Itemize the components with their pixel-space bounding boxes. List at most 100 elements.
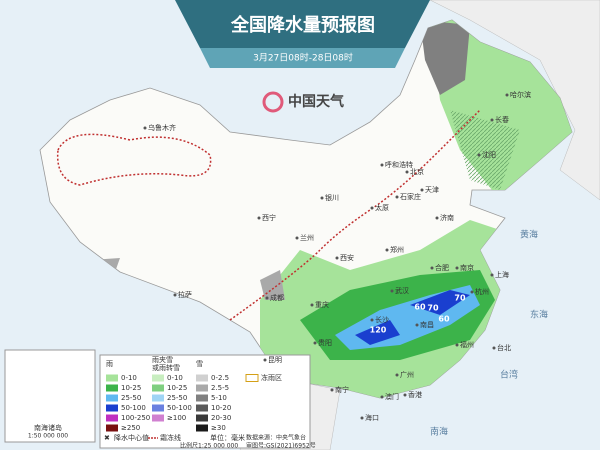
- city-label: 沈阳: [482, 150, 496, 159]
- subtitle-banner: [200, 48, 405, 68]
- city-dot: [435, 216, 439, 220]
- legend-title: 雨夹雪: [152, 355, 173, 364]
- city-label: 北京: [410, 167, 424, 176]
- sea-label: 东海: [530, 309, 548, 321]
- legend-swatch: [152, 384, 164, 392]
- city-dot: [390, 289, 394, 293]
- logo-text: 中国天气: [288, 93, 344, 110]
- city-label: 乌鲁木齐: [148, 123, 176, 132]
- city-dot: [505, 93, 509, 97]
- legend-label: ≥250: [121, 424, 140, 432]
- legend-title: 或雨转雪: [152, 363, 180, 372]
- city-label: 西安: [340, 253, 354, 262]
- subtitle: 3月27日08时-28日08时: [253, 52, 353, 64]
- footer-item: 霜冻线: [160, 433, 181, 442]
- city-label: 银川: [325, 193, 339, 202]
- city-label: 重庆: [315, 300, 329, 309]
- inset-scale: 1:50 000 000: [28, 433, 68, 440]
- legend-label: ≥30: [211, 424, 226, 432]
- legend-title: 雨: [106, 360, 113, 368]
- city-dot: [330, 388, 334, 392]
- center-icon: ✖: [104, 434, 110, 442]
- city-dot: [313, 341, 317, 345]
- city-dot: [385, 248, 389, 252]
- city-label: 武汉: [395, 286, 409, 295]
- city-label: 西宁: [262, 213, 276, 222]
- rain-center: 60: [414, 303, 426, 312]
- city-dot: [320, 196, 324, 200]
- legend-label: 10-25: [121, 384, 141, 392]
- footer-source: 数据来源：中央气象台: [246, 434, 306, 442]
- inset-title: 南海诸岛: [34, 423, 62, 432]
- city-label: 太原: [375, 203, 389, 212]
- legend-swatch: [106, 394, 118, 402]
- city-dot: [380, 395, 384, 399]
- legend-title: 雪: [196, 360, 203, 368]
- legend-label: 25-50: [121, 394, 141, 402]
- legend-swatch: [152, 374, 164, 382]
- city-dot: [477, 153, 481, 157]
- city-label: 南昌: [420, 320, 434, 329]
- legend-swatch: [152, 414, 164, 422]
- city-label: 长春: [495, 115, 509, 124]
- legend-swatch: [196, 394, 208, 402]
- legend-swatch: [152, 394, 164, 402]
- legend-swatch: [106, 424, 118, 432]
- legend-swatch: [196, 384, 208, 392]
- zone-swatch: [245, 374, 259, 382]
- city-dot: [395, 373, 399, 377]
- city-label: 海口: [365, 413, 379, 422]
- footer-item: 降水中心值: [114, 433, 149, 442]
- frost-line: [56, 133, 212, 186]
- city-dot: [455, 343, 459, 347]
- city-label: 郑州: [390, 246, 404, 254]
- legend-swatch: [106, 384, 118, 392]
- city-dot: [470, 290, 474, 294]
- footer-review: 审图号:GS(2021)6952号: [246, 442, 316, 450]
- footer-scale: 比例尺1:25 000 000: [180, 442, 238, 450]
- inset-frame: [4, 349, 96, 443]
- legend-swatch: [106, 414, 118, 422]
- city-dot: [403, 393, 407, 397]
- city-label: 上海: [495, 270, 509, 279]
- city-dot: [335, 256, 339, 260]
- rain-center: 60: [438, 315, 450, 324]
- city-dot: [295, 236, 299, 240]
- city-dot: [263, 358, 267, 362]
- city-dot: [370, 206, 374, 210]
- city-dot: [143, 126, 147, 130]
- city-dot: [310, 303, 314, 307]
- city-label: 长沙: [375, 315, 389, 324]
- city-label: 南宁: [335, 385, 349, 394]
- legend-label: 50-100: [121, 404, 146, 412]
- legend-swatch: [106, 404, 118, 412]
- rain-center: 70: [427, 304, 439, 313]
- city-dot: [490, 118, 494, 122]
- city-label: 南京: [460, 263, 474, 272]
- legend-swatch: [152, 404, 164, 412]
- rain-center: 70: [454, 294, 466, 303]
- city-label: 石家庄: [400, 192, 421, 201]
- city-label: 济南: [440, 213, 454, 222]
- footer-item: 单位：毫米: [210, 433, 245, 442]
- legend-label: 50-100: [167, 404, 192, 412]
- sea-label: 台湾: [500, 369, 518, 381]
- zone-label: 冻雨区: [261, 373, 282, 382]
- legend-label: 25-50: [167, 394, 187, 402]
- city-dot: [492, 346, 496, 350]
- city-label: 成都: [270, 293, 284, 302]
- legend-swatch: [196, 404, 208, 412]
- city-label: 广州: [400, 370, 414, 379]
- city-label: 合肥: [435, 263, 449, 272]
- legend-label: ≥100: [167, 414, 186, 422]
- legend-swatch: [196, 424, 208, 432]
- city-label: 昆明: [268, 356, 282, 364]
- legend-label: 100-250: [121, 414, 150, 422]
- city-label: 贵阳: [318, 338, 332, 347]
- city-dot: [430, 266, 434, 270]
- city-dot: [370, 318, 374, 322]
- city-label: 哈尔滨: [510, 90, 531, 99]
- city-dot: [380, 163, 384, 167]
- city-dot: [405, 170, 409, 174]
- legend-label: 10-25: [167, 384, 187, 392]
